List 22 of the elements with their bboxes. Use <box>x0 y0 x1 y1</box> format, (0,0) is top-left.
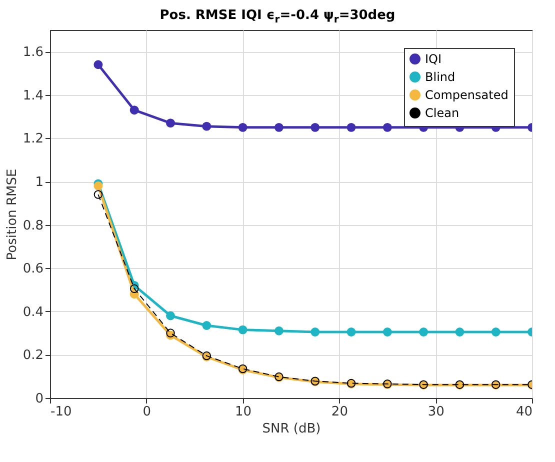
y-tick-label: 0 <box>35 392 44 406</box>
y-tick-label: 0.6 <box>22 262 44 277</box>
x-tick-label: -10 <box>50 404 72 420</box>
y-tick-label: 1 <box>35 175 44 190</box>
x-axis-title: SNR (dB) <box>262 422 321 436</box>
y-tick-label: 0.2 <box>22 348 44 364</box>
y-tick-label: 1.4 <box>22 88 44 104</box>
x-tick-label: 20 <box>331 404 348 420</box>
x-tick-label: 0 <box>142 404 152 420</box>
x-tick-label: 10 <box>235 404 252 420</box>
legend-label: Clean <box>425 106 460 120</box>
y-axis-title: Position RMSE <box>4 168 20 260</box>
legend-label: Blind <box>425 70 456 84</box>
x-tick-label: 30 <box>428 404 444 420</box>
y-tick-label: 1.6 <box>22 45 44 60</box>
chart-title: Pos. RMSE IQI ϵ$_{r}$=-0.4 ψ$_{r}$=30deg <box>158 7 396 28</box>
legend-label: IQI <box>425 52 442 66</box>
legend-label: Compensated <box>425 88 508 102</box>
x-tick-label: 40 <box>516 404 532 420</box>
y-tick-label: 1.2 <box>22 132 44 147</box>
y-tick-label: 0.4 <box>22 304 44 320</box>
y-tick-label: 0.8 <box>22 218 44 234</box>
